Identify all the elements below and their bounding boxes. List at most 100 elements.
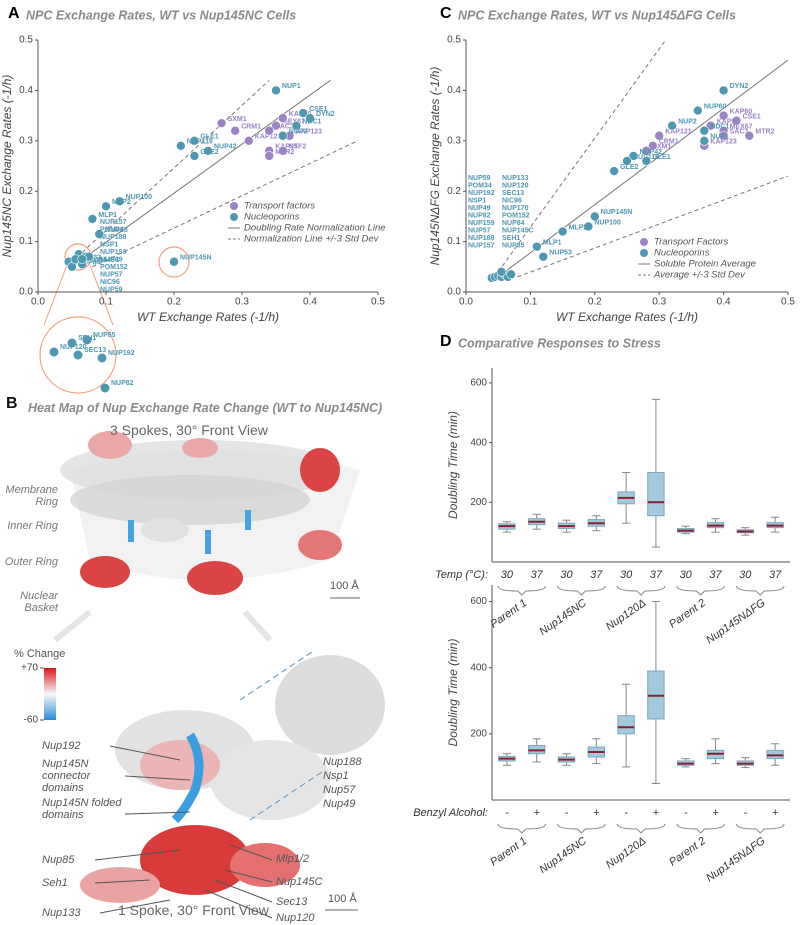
point-label: MLP2	[569, 224, 588, 231]
cluster-label: NUP170	[502, 205, 529, 212]
point-label: NUP53	[549, 250, 572, 257]
data-point	[718, 85, 729, 96]
point-label: MTR2	[275, 149, 294, 156]
point-label: NUP42	[639, 149, 662, 156]
data-point	[693, 105, 703, 116]
point-label: NUP1	[282, 83, 301, 90]
legend-label: Doubling Rate Normalization Line	[244, 223, 386, 234]
data-point	[264, 151, 275, 161]
data-point	[496, 267, 507, 277]
data-point	[176, 141, 186, 151]
point-label: GLE1	[652, 154, 670, 161]
highlight-circle	[158, 246, 190, 278]
point-label: SAC3	[275, 124, 294, 131]
data-point	[699, 136, 710, 146]
cluster-label: SEC13	[502, 190, 524, 197]
x-tick-label: 0.3	[652, 297, 666, 308]
data-point	[538, 251, 549, 262]
ring-label: Membrane Ring	[5, 484, 58, 508]
condition-label: -	[624, 807, 628, 819]
callout: Nup120	[276, 912, 315, 924]
view-label: 3 Spokes, 30° Front View	[110, 422, 268, 438]
data-point	[264, 125, 275, 136]
callout: Nup57	[323, 784, 356, 796]
data-point	[216, 118, 227, 128]
data-point	[114, 196, 125, 207]
data-point	[94, 229, 104, 239]
cluster-label: NSP1	[468, 197, 486, 204]
group-label: Parent 1	[488, 597, 529, 631]
data-point	[628, 151, 639, 161]
data-point	[277, 146, 288, 156]
panel-letter: C	[440, 5, 452, 22]
data-point	[589, 211, 600, 222]
legend-label: Transport factors	[244, 201, 315, 212]
cluster-label: POM152	[100, 264, 128, 271]
cluster-label: NIC96	[100, 279, 120, 286]
y-tick-label: 200	[470, 728, 487, 739]
y-axis-label: Doubling Time (min)	[446, 411, 460, 519]
box	[647, 471, 665, 517]
point-label: KAP121	[255, 134, 282, 141]
condition-label: 30	[560, 569, 573, 581]
callout: Mlp1/2	[276, 853, 310, 865]
inset-label: SEC13	[84, 347, 106, 354]
y-tick-label: 0.4	[447, 85, 461, 96]
x-tick-label: 0.4	[303, 297, 317, 308]
condition-label: -	[684, 807, 688, 819]
y-axis-label: Nup145NΔFG Exchange Rates (-1/h)	[428, 67, 442, 266]
condition-label: +	[653, 807, 660, 819]
point-label: NDC1	[710, 124, 729, 131]
group-label: Nup145NΔFG	[704, 835, 768, 885]
x-tick-label: 0.1	[523, 297, 537, 308]
scale-label: 100 Å	[330, 580, 359, 592]
group-brace	[735, 823, 785, 834]
y-tick-label: 0.2	[447, 186, 461, 197]
colorbar	[44, 668, 56, 720]
inset-point	[67, 338, 77, 348]
callout-lines	[94, 745, 273, 919]
legend-label: Transport Factors	[654, 237, 729, 248]
x-tick-label: 0.5	[781, 297, 795, 308]
group-brace	[497, 823, 547, 834]
point-label: CRM1	[241, 124, 261, 131]
condition-label: 30	[680, 569, 693, 581]
cluster-label: POM34	[100, 226, 124, 233]
group-brace	[497, 585, 547, 596]
group-label: Nup120Δ	[604, 597, 648, 633]
point-label: NUP42	[214, 144, 237, 151]
y-tick-label: 0.3	[447, 135, 461, 146]
group-label: Parent 1	[488, 835, 529, 869]
group-label: Nup145NΔFG	[704, 597, 768, 647]
inset-label: NUP120	[60, 344, 87, 351]
y-tick-label: 0.3	[19, 135, 33, 146]
condition-label: -	[505, 807, 509, 819]
data-point	[77, 254, 87, 265]
data-point	[532, 241, 542, 252]
group-brace	[616, 823, 666, 834]
point-label: SXM1	[652, 144, 671, 151]
group-label: Parent 2	[667, 597, 708, 631]
view-label: 1 Spoke, 30° Front View	[118, 902, 269, 918]
data-point	[298, 108, 309, 118]
legend-label: Soluble Protein Average	[654, 259, 756, 270]
cluster-label: NUP57	[100, 271, 123, 278]
group-brace	[676, 585, 725, 596]
npc-3-spokes	[60, 431, 360, 595]
point-label: NUP2	[678, 119, 697, 126]
cluster-label: NUP192	[468, 190, 495, 197]
point-label: NUP100	[594, 219, 621, 226]
point-label: NUP145N	[180, 255, 212, 262]
group-brace	[676, 823, 725, 834]
condition-label: +	[533, 807, 540, 819]
legend-marker	[230, 213, 238, 221]
callout: Sec13	[276, 896, 308, 908]
cluster-label: NUP49	[100, 256, 123, 263]
cluster-label: SEH1	[502, 235, 520, 242]
data-point	[699, 125, 710, 136]
cluster-label: NUP159	[468, 220, 495, 227]
point-label: NDC1	[302, 119, 321, 126]
x-tick-label: 0.4	[717, 297, 731, 308]
reference-line	[71, 79, 331, 268]
